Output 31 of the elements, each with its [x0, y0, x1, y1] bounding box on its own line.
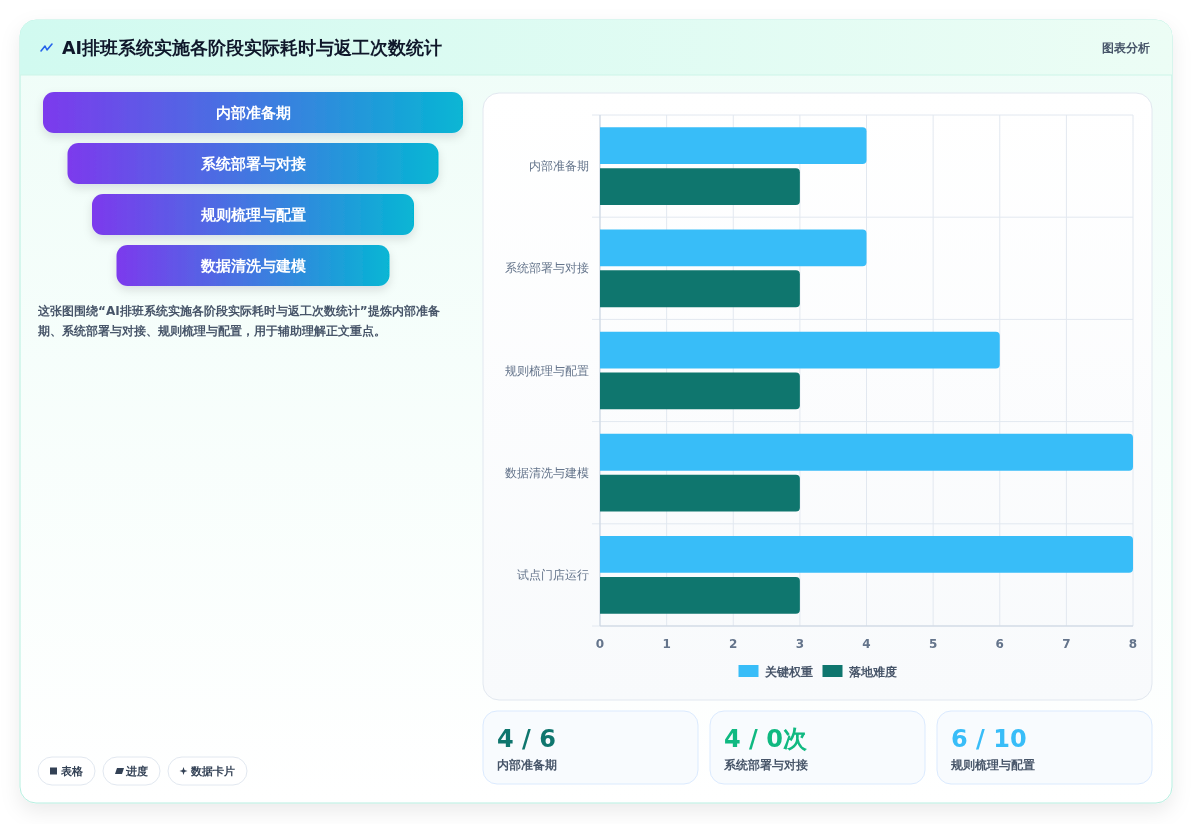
text: 进度: [125, 765, 148, 778]
x-tick-label: 8: [1128, 637, 1138, 651]
text: 图表分析: [1102, 41, 1150, 55]
x-tick-label: 1: [662, 637, 671, 651]
legend-label: 落地难度: [847, 664, 897, 679]
x-tick-label: 3: [795, 637, 805, 651]
category-label: 系统部署与对接: [723, 758, 808, 772]
x-tick-label: 5: [928, 637, 938, 651]
y-tick-label: 内部准备期: [529, 159, 589, 174]
text: 4 / 6: [497, 725, 556, 753]
category-label: 内部准备期: [215, 104, 291, 122]
text: 这张图围绕“AI排班系统实施各阶段实际耗时与返工次数统计”提炼内部准备期、系统部署与对接、规则梳理与配置，用于辅助理解正文重点。: [37, 304, 440, 338]
legend-label: 关键权重: [763, 664, 813, 679]
x-tick-label: 2: [729, 637, 738, 651]
category-label: 规则梳理与配置: [950, 758, 1035, 772]
text: 4 / 0次: [724, 725, 807, 753]
category-label: 数据清洗与建模: [199, 257, 307, 275]
text: 表格: [60, 765, 84, 778]
text: 数据卡片: [190, 765, 235, 778]
x-tick-label: 7: [1062, 637, 1071, 651]
text: AI排班系统实施各阶段实际耗时与返工次数统计: [62, 38, 443, 58]
x-tick-label: 6: [995, 637, 1004, 651]
x-tick-label: 4: [862, 637, 871, 651]
y-tick-label: 系统部署与对接: [505, 261, 589, 276]
text: 6 / 10: [951, 725, 1027, 753]
y-tick-label: 试点门店运行: [517, 567, 589, 582]
category-label: 规则梳理与配置: [199, 206, 306, 224]
y-tick-label: 数据清洗与建模: [505, 465, 589, 480]
y-tick-label: 规则梳理与配置: [505, 363, 589, 378]
x-tick-label: 0: [595, 637, 605, 651]
category-label: 系统部署与对接: [199, 155, 306, 173]
